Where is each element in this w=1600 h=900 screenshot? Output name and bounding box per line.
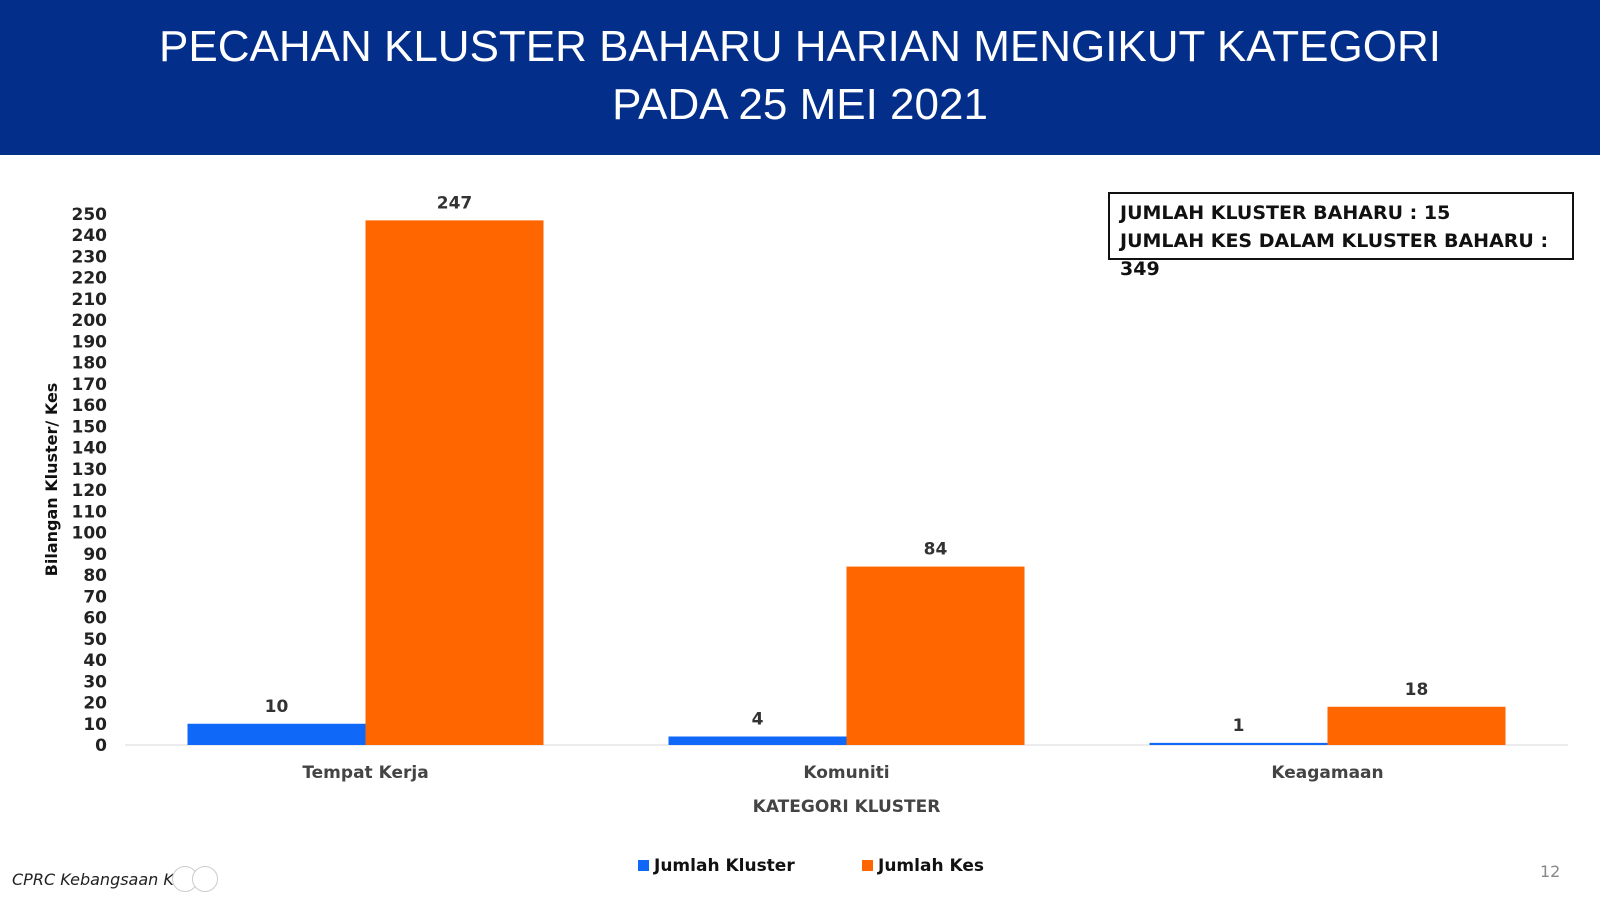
x-tick-label-komuniti: Komuniti [803,763,889,783]
y-tick-label-250: 250 [72,205,108,225]
summary-total-clusters: JUMLAH KLUSTER BAHARU : 15 [1120,202,1451,224]
y-tick-label-160: 160 [72,396,108,416]
data-label: 4 [752,710,764,730]
x-axis-label: KATEGORI KLUSTER [753,797,941,817]
y-tick-label-0: 0 [95,736,107,756]
y-tick-label-110: 110 [72,502,108,522]
y-axis-label: Bilangan Kluster/ Kes [42,383,61,577]
y-tick-label-70: 70 [83,587,107,607]
y-tick-label-120: 120 [72,481,108,501]
y-tick-label-30: 30 [83,672,107,692]
y-tick-label-180: 180 [72,354,108,374]
bar-jumlah-kes-komuniti [846,566,1025,745]
y-tick-label-50: 50 [83,630,107,650]
summary-total-cases: JUMLAH KES DALAM KLUSTER BAHARU : 349 [1120,230,1549,280]
page-number: 12 [1540,862,1561,881]
bar-jumlah-kes-keagamaan [1327,706,1506,745]
y-tick-label-40: 40 [83,651,107,671]
y-tick-label-10: 10 [83,715,107,735]
y-tick-label-230: 230 [72,247,108,267]
page-title-line1: PECAHAN KLUSTER BAHARU HARIAN MENGIKUT K… [159,22,1441,71]
bar-jumlah-kes-tempat-kerja [365,220,544,745]
page-title-line2: PADA 25 MEI 2021 [612,80,988,129]
y-tick-label-80: 80 [83,566,107,586]
bar-jumlah-kluster-komuniti [668,736,847,745]
y-tick-label-220: 220 [72,269,108,289]
header-banner: PECAHAN KLUSTER BAHARU HARIAN MENGIKUT K… [0,0,1600,155]
y-tick-label-200: 200 [72,311,108,331]
legend-label-jumlah-kluster: Jumlah Kluster [653,856,795,876]
legend-swatch-jumlah-kes [862,860,873,871]
data-label: 247 [437,193,473,213]
source-credit: CPRC Kebangsaan KKM [12,870,199,889]
y-tick-label-190: 190 [72,332,108,352]
y-tick-label-130: 130 [72,460,108,480]
y-tick-label-90: 90 [83,545,107,565]
x-tick-label-tempat-kerja: Tempat Kerja [302,763,428,783]
legend-swatch-jumlah-kluster [638,860,649,871]
data-label: 18 [1405,680,1429,700]
y-tick-label-210: 210 [72,290,108,310]
y-tick-label-140: 140 [72,439,108,459]
data-label: 84 [924,540,948,560]
y-tick-label-240: 240 [72,226,108,246]
bar-jumlah-kluster-keagamaan [1149,742,1328,745]
data-label: 1 [1233,716,1245,736]
y-tick-label-60: 60 [83,609,107,629]
y-tick-label-170: 170 [72,375,108,395]
bar-jumlah-kluster-tempat-kerja [187,723,366,745]
slide-nav-decoration [172,866,218,896]
legend-label-jumlah-kes: Jumlah Kes [877,856,984,876]
summary-box: JUMLAH KLUSTER BAHARU : 15 JUMLAH KES DA… [1108,192,1574,280]
y-tick-label-150: 150 [72,417,108,437]
y-tick-label-100: 100 [72,524,108,544]
y-tick-label-20: 20 [83,694,107,714]
x-tick-label-keagamaan: Keagamaan [1271,763,1383,783]
data-label: 10 [265,697,289,717]
